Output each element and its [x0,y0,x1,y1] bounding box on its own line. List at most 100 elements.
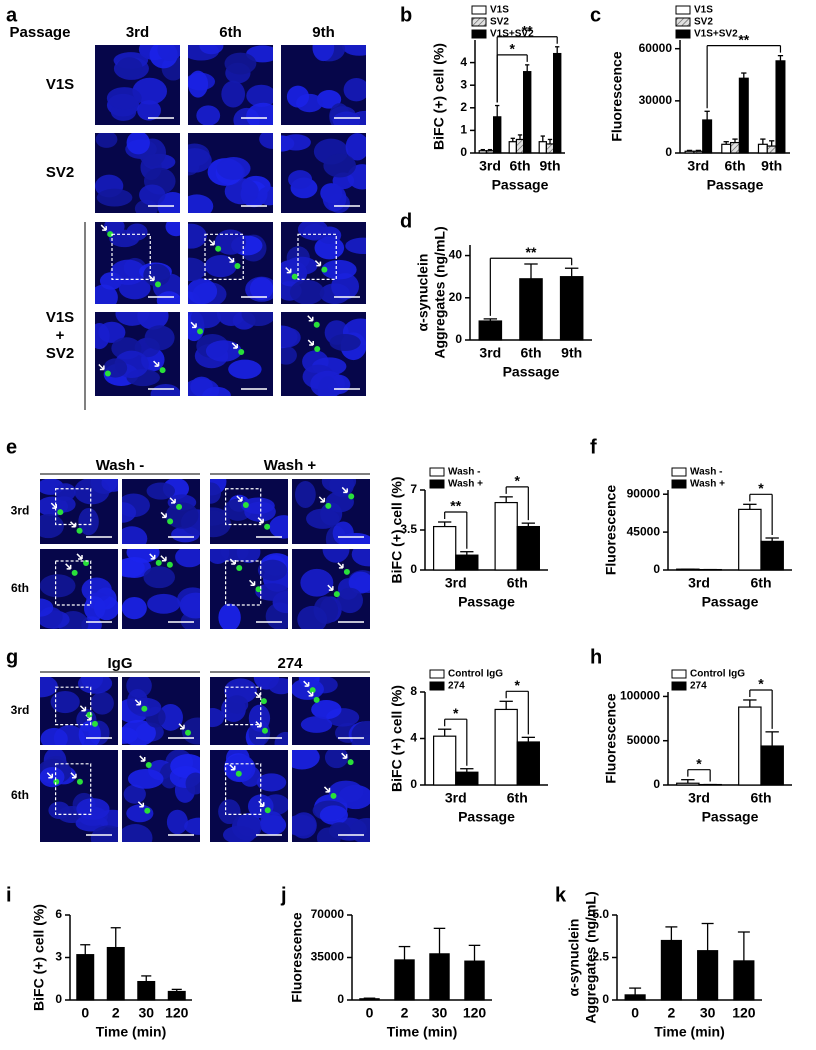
nucleus [188,70,209,98]
bar [508,141,518,154]
significance-bracket [505,690,529,735]
significance-label: * [515,473,521,489]
arrow [169,497,176,504]
nucleus [292,678,324,700]
error-bar [141,975,152,982]
y-tick-label: 90000 [627,486,661,500]
nucleus [342,45,366,56]
error-bar [80,944,91,955]
error-bar [540,135,545,142]
x-axis-label: Time (min) [387,1024,458,1040]
significance-bracket [496,36,558,103]
legend-swatch [429,479,445,489]
green-spot [155,559,162,566]
bar [702,119,713,154]
micrograph [40,677,118,745]
x-tick-label: 2 [401,1005,409,1021]
green-spot [321,266,328,273]
green-spot [53,778,60,785]
arrow [249,579,256,587]
nucleus [281,327,301,348]
nucleus [246,102,273,125]
green-spot [71,569,78,576]
zoom-box [54,560,92,606]
nucleus [281,346,297,365]
nucleus [81,577,112,602]
error-bar [110,927,121,948]
error-bar [524,263,538,279]
y-tick-label: 45000 [627,524,661,538]
green-spot [141,705,148,712]
nucleus [127,768,164,789]
y-tick-label: 0 [602,992,609,1006]
error-bar [741,72,747,79]
significance-label: * [509,41,515,57]
y-tick-label: 7 [410,482,417,496]
micrograph-label: 6th [219,24,242,41]
arrow [76,553,83,560]
nucleus [188,194,214,213]
y-tick-label: 1 [460,123,467,137]
legend-swatch [429,467,445,477]
bar [738,706,762,786]
x-tick-label: 6th [725,158,746,174]
nucleus [336,587,363,614]
micrograph [281,312,366,396]
bar [464,960,485,1001]
green-spot [348,493,355,500]
nucleus [311,699,342,720]
nucleus [78,507,99,536]
green-spot [167,518,174,525]
x-tick-label: 3rd [445,575,467,591]
x-tick-label: 120 [463,1005,487,1021]
y-tick-label: 100000 [620,689,660,703]
green-spot [325,502,332,509]
arrow [307,690,314,697]
green-spot [242,501,249,508]
micrograph-label: IgG [108,655,133,672]
x-tick-label: 30 [700,1005,716,1021]
nucleus [83,596,106,621]
arrow [137,801,145,808]
x-tick-label: 0 [81,1005,89,1021]
nucleus [343,77,366,102]
error-bar [555,46,560,54]
green-spot [145,761,152,768]
bar [485,150,495,154]
micrograph [210,677,288,745]
micrograph-label: a [6,4,18,26]
nucleus [288,170,313,189]
micrograph-label: 6th [11,788,29,802]
green-spot [261,727,268,734]
nucleus [122,824,153,842]
nucleus [40,727,68,745]
micrograph [188,45,273,125]
micrograph-label: Wash + [264,457,317,474]
bar [757,143,768,154]
nucleus [329,333,361,352]
x-tick-label: 0 [366,1005,374,1021]
panel-letter: d [400,210,412,232]
nucleus [224,52,257,75]
y-tick-label: 50000 [627,733,661,747]
x-tick-label: 30 [432,1005,448,1021]
nucleus [122,502,137,523]
nucleus [256,773,287,792]
error-bar [525,64,530,72]
x-tick-label: 3rd [688,575,710,591]
legend-label: Wash + [448,479,483,490]
error-bar [695,149,701,152]
bar [733,960,755,1001]
nucleus [257,186,273,206]
y-axis-label: Fluorescence [289,912,305,1002]
legend-label: 274 [448,681,465,692]
nucleus [158,704,183,731]
x-tick-label: 30 [138,1005,154,1021]
x-axis-label: Passage [492,177,549,193]
significance-bracket [444,718,468,766]
bar [559,276,584,341]
arrow [160,511,167,519]
panel-letter: h [590,646,602,668]
green-spot [291,273,298,280]
